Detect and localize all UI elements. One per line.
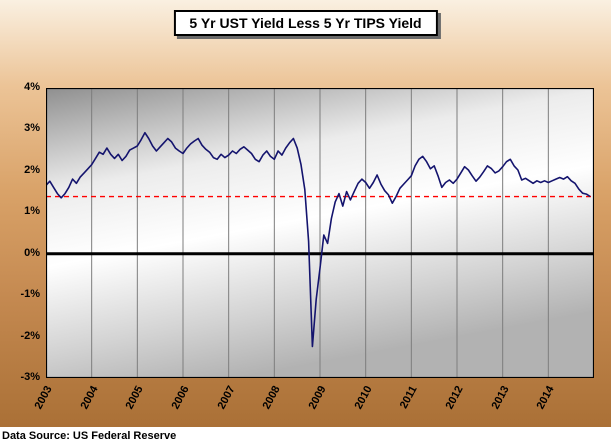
y-tick-label: 4% [24, 81, 40, 93]
y-tick-label: 1% [24, 205, 40, 218]
plot-frame [45, 87, 595, 379]
plot-border [45, 87, 595, 379]
plot-area [45, 87, 595, 379]
chart-title: 5 Yr UST Yield Less 5 Yr TIPS Yield [173, 10, 438, 36]
y-tick-label: 0% [24, 246, 40, 259]
y-tick-label: -2% [20, 329, 40, 342]
y-tick-label: 3% [24, 122, 40, 135]
series-line [45, 131, 591, 348]
data-source-label: Data Source: US Federal Reserve [2, 429, 611, 444]
y-tick-label: 2% [24, 163, 40, 176]
y-tick-label: -1% [20, 288, 40, 301]
y-tick-label: -3% [20, 371, 40, 383]
